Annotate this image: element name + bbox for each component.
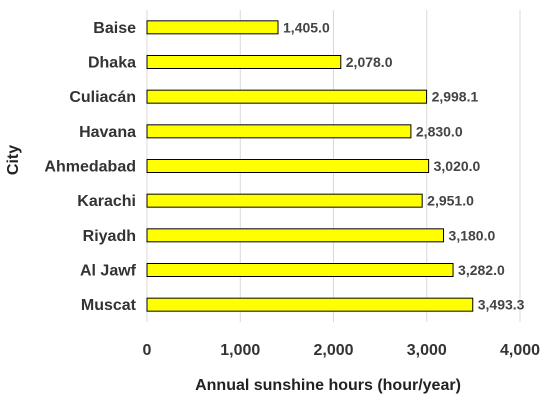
y-axis-title: City	[5, 145, 22, 175]
bar-4	[146, 159, 430, 173]
x-tick-label-3: 3,000	[407, 342, 447, 359]
bar-0	[146, 20, 279, 35]
bar-7	[146, 263, 454, 277]
data-label-4: 3,020.0	[434, 158, 481, 174]
x-tick-label-1: 1,000	[220, 342, 260, 359]
data-label-3: 2,830.0	[416, 123, 463, 139]
data-label-7: 3,282.0	[458, 262, 505, 278]
bar-5	[146, 193, 423, 208]
data-labels: 1,405.0 2,078.0 2,998.1 2,830.0 3,020.0 2,951…	[283, 19, 525, 312]
category-label-6: Riyadh	[83, 228, 136, 245]
category-label-1: Dhaka	[88, 55, 136, 72]
bar-8	[146, 297, 474, 312]
x-tick-labels: 0 1,000 2,000 3,000 4,000	[143, 342, 541, 359]
category-label-5: Karachi	[77, 193, 136, 210]
category-labels: Baise Dhaka Culiacán Havana Ahmedabad Karachi…	[44, 20, 136, 314]
bar-3	[146, 124, 412, 139]
bar-2	[146, 89, 428, 104]
category-label-7: Al Jawf	[80, 263, 137, 280]
category-label-8: Muscat	[81, 297, 137, 314]
x-tick-label-0: 0	[143, 342, 152, 359]
data-label-6: 3,180.0	[449, 227, 496, 243]
category-label-4: Ahmedabad	[44, 159, 136, 176]
data-label-5: 2,951.0	[427, 193, 474, 209]
data-label-2: 2,998.1	[432, 89, 479, 105]
category-label-2: Culiacán	[69, 89, 136, 106]
bar-6	[146, 228, 445, 243]
x-tick-label-2: 2,000	[313, 342, 353, 359]
x-tick-label-4: 4,000	[500, 342, 540, 359]
data-label-0: 1,405.0	[283, 19, 330, 35]
bar-1	[146, 55, 342, 69]
data-label-8: 3,493.3	[478, 297, 525, 313]
data-label-1: 2,078.0	[346, 54, 393, 70]
category-label-0: Baise	[93, 20, 136, 37]
bars	[146, 20, 474, 312]
x-axis-title: Annual sunshine hours (hour/year)	[195, 377, 461, 394]
category-label-3: Havana	[79, 124, 136, 141]
